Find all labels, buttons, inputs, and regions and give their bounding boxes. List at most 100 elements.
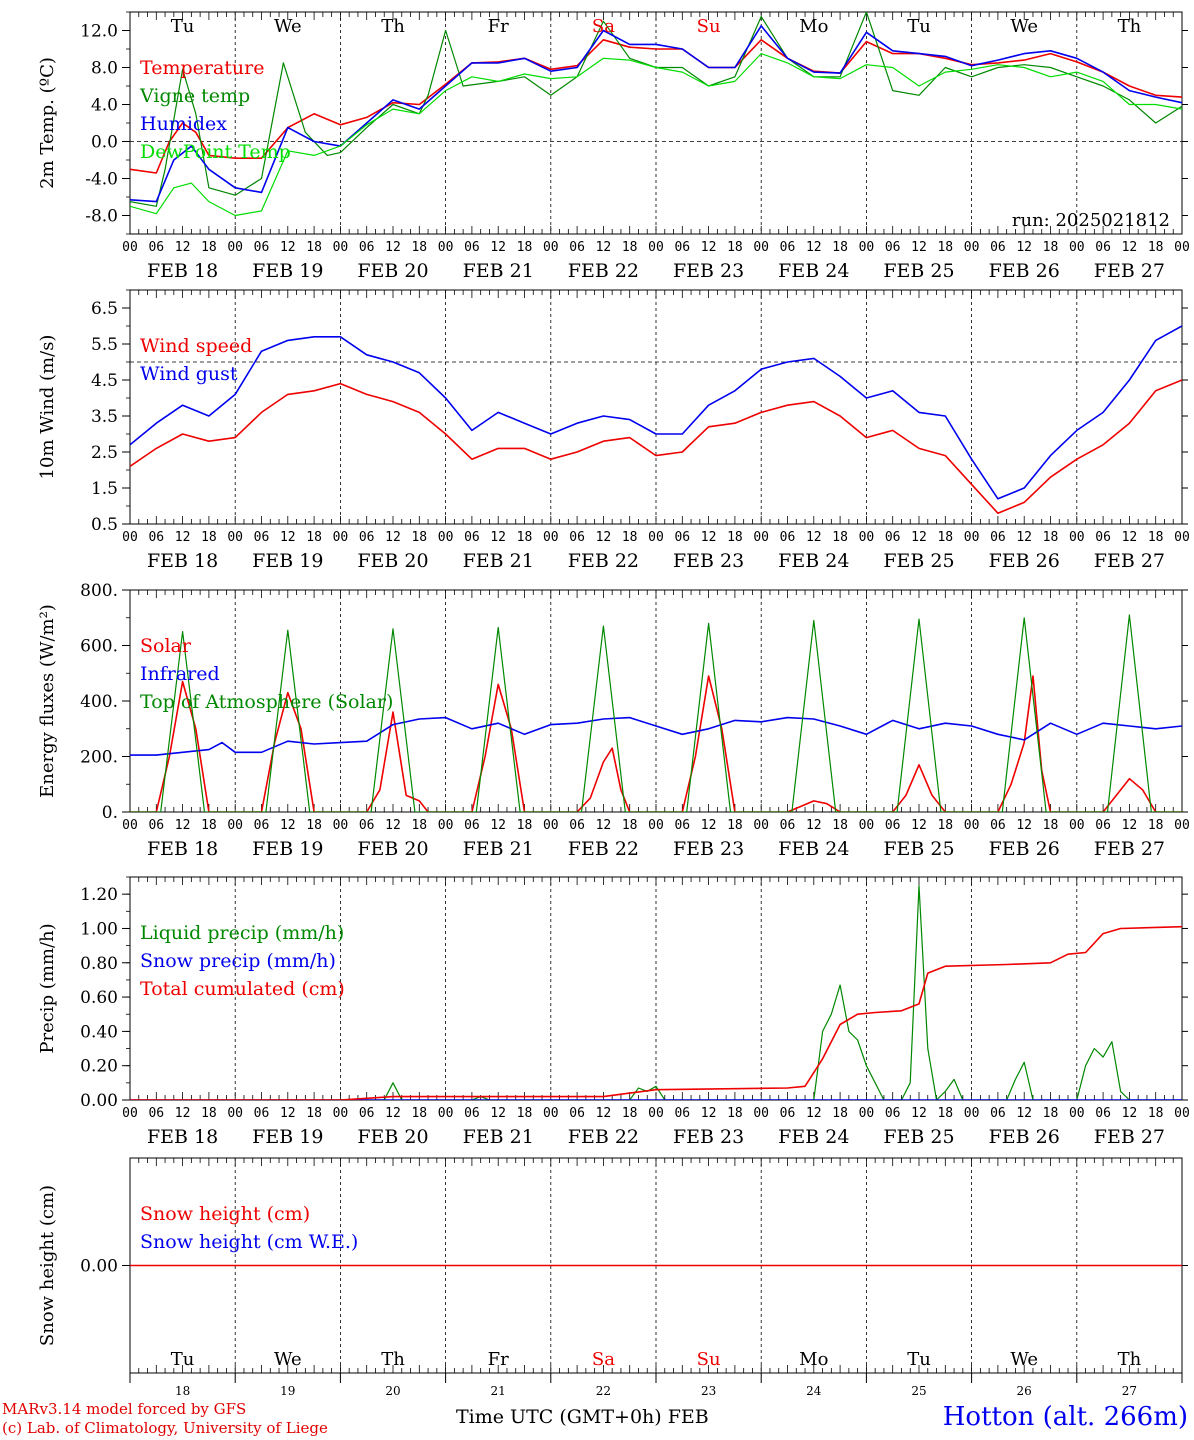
- legend-entry: Liquid precip (mm/h): [140, 922, 344, 944]
- day-number-label: 27: [1122, 1384, 1137, 1398]
- hour-tick-label: 00: [964, 818, 980, 833]
- hour-tick-label: 06: [674, 240, 690, 255]
- hour-tick-label: 00: [543, 818, 559, 833]
- hour-tick-label: 12: [596, 240, 612, 255]
- hour-tick-label: 18: [937, 1106, 953, 1121]
- series-group: [130, 325, 1182, 514]
- date-label: FEB 20: [357, 550, 428, 572]
- y-tick-label: 400.: [80, 692, 118, 712]
- model-credit: MARv3.14 model forced by GFS: [2, 1400, 247, 1418]
- day-name-label: Su: [697, 1349, 721, 1370]
- hour-tick-label: 18: [517, 818, 533, 833]
- day-name-label: Mo: [799, 1349, 828, 1370]
- day-name-label: Th: [381, 1349, 405, 1370]
- hour-tick-label: 18: [937, 530, 953, 545]
- hour-tick-label: 00: [859, 530, 875, 545]
- legend-entry: Snow height (cm W.E.): [140, 1231, 358, 1253]
- y-tick-label: 8.0: [91, 59, 118, 79]
- hour-tick-label: 18: [411, 1106, 427, 1121]
- hour-tick-label: 18: [832, 818, 848, 833]
- series-group: [130, 12, 1182, 217]
- hour-tick-label: 12: [596, 530, 612, 545]
- hour-tick-label: 12: [175, 530, 191, 545]
- hour-tick-label: 06: [990, 1106, 1006, 1121]
- hour-tick-label: 06: [1095, 1106, 1111, 1121]
- hour-tick-label: 12: [385, 818, 401, 833]
- date-label: FEB 21: [463, 838, 534, 860]
- date-label: FEB 26: [989, 260, 1060, 282]
- date-label: FEB 23: [673, 550, 744, 572]
- hour-tick-label: 00: [438, 530, 454, 545]
- y-tick-label: 5.5: [91, 335, 118, 355]
- hour-tick-label: 06: [148, 530, 164, 545]
- date-label: FEB 21: [463, 260, 534, 282]
- hour-tick-label: 06: [1095, 530, 1111, 545]
- hour-tick-label: 06: [569, 1106, 585, 1121]
- hour-tick-label: 18: [832, 1106, 848, 1121]
- panel-5: 0.00 Snow height (cm) Snow height (cm) Snow…: [37, 1157, 1188, 1398]
- hour-tick-label: 18: [937, 818, 953, 833]
- day-name-label: We: [1010, 16, 1038, 37]
- date-label: FEB 27: [1094, 838, 1165, 860]
- panel-2: 6.5 5.5 4.5 3.5 2.5 1.5 0.5 10m Wind (m/s) Wind …: [37, 289, 1190, 572]
- hour-tick-label: 18: [1148, 1106, 1164, 1121]
- day-name-label: Fr: [488, 16, 509, 37]
- hour-tick-label: 18: [306, 1106, 322, 1121]
- y-tick-label: 1.20: [80, 885, 118, 905]
- hour-tick-label: 12: [806, 1106, 822, 1121]
- y-axis-title: 10m Wind (m/s): [37, 335, 58, 480]
- hour-tick-label: 18: [832, 240, 848, 255]
- date-label: FEB 20: [357, 838, 428, 860]
- date-label: FEB 22: [568, 838, 639, 860]
- y-tick-label: 0.: [102, 803, 118, 823]
- hour-tick-label: 12: [701, 1106, 717, 1121]
- y-axis-title: 2m Temp. (ºC): [37, 57, 58, 189]
- day-name-label: Sa: [592, 1349, 615, 1370]
- hour-tick-label: 06: [885, 530, 901, 545]
- hour-tick-label: 06: [1095, 240, 1111, 255]
- hour-tick-label: 00: [333, 530, 349, 545]
- hour-tick-label: 12: [806, 818, 822, 833]
- hour-tick-label: 12: [385, 240, 401, 255]
- legend-entry: Temperature: [140, 57, 264, 79]
- hour-tick-label: 18: [1043, 530, 1059, 545]
- hour-tick-label: 00: [543, 240, 559, 255]
- x-axis-title: Time UTC (GMT+0h) FEB: [456, 1406, 709, 1428]
- hour-tick-label: 12: [1122, 530, 1138, 545]
- hour-tick-label: 06: [359, 1106, 375, 1121]
- day-name-label: Th: [1118, 16, 1142, 37]
- hour-tick-label: 00: [122, 530, 138, 545]
- hour-tick-label: 06: [148, 240, 164, 255]
- hour-tick-label: 06: [254, 1106, 270, 1121]
- hour-tick-label: 00: [648, 530, 664, 545]
- hour-tick-label: 00: [438, 240, 454, 255]
- panel-1: 12.0 8.0 4.0 0.0 -4.0 -8.0 2m Temp. (ºC) Temper…: [37, 11, 1190, 282]
- hour-tick-label: 00: [1069, 818, 1085, 833]
- date-label: FEB 25: [883, 838, 954, 860]
- run-label: run: 2025021812: [1012, 210, 1170, 231]
- series-line-wind-gust: [130, 325, 1182, 500]
- hour-tick-label: 06: [885, 818, 901, 833]
- hour-tick-label: 18: [1043, 1106, 1059, 1121]
- hour-tick-label: 18: [727, 1106, 743, 1121]
- hour-tick-label: 00: [964, 240, 980, 255]
- day-number-label: 26: [1017, 1384, 1032, 1398]
- y-tick-label: 6.5: [91, 299, 118, 319]
- legend-entry: Top of Atmosphere (Solar): [140, 691, 393, 713]
- hour-tick-label: 18: [622, 1106, 638, 1121]
- series-line-humidex: [130, 25, 1182, 203]
- hour-tick-label: 00: [122, 240, 138, 255]
- hour-tick-label: 12: [385, 530, 401, 545]
- hour-tick-label: 18: [832, 530, 848, 545]
- y-tick-label: 200.: [80, 748, 118, 768]
- day-number-label: 21: [491, 1384, 506, 1398]
- hour-tick-label: 06: [1095, 818, 1111, 833]
- y-tick-label: 1.00: [80, 919, 118, 939]
- hour-tick-label: 00: [859, 240, 875, 255]
- hour-tick-label: 18: [1148, 818, 1164, 833]
- y-tick-label: 0.00: [80, 1091, 118, 1111]
- day-name-label: Fr: [488, 1349, 509, 1370]
- hour-tick-label: 12: [911, 1106, 927, 1121]
- hour-tick-label: 18: [306, 530, 322, 545]
- y-tick-label: 0.00: [80, 1257, 118, 1277]
